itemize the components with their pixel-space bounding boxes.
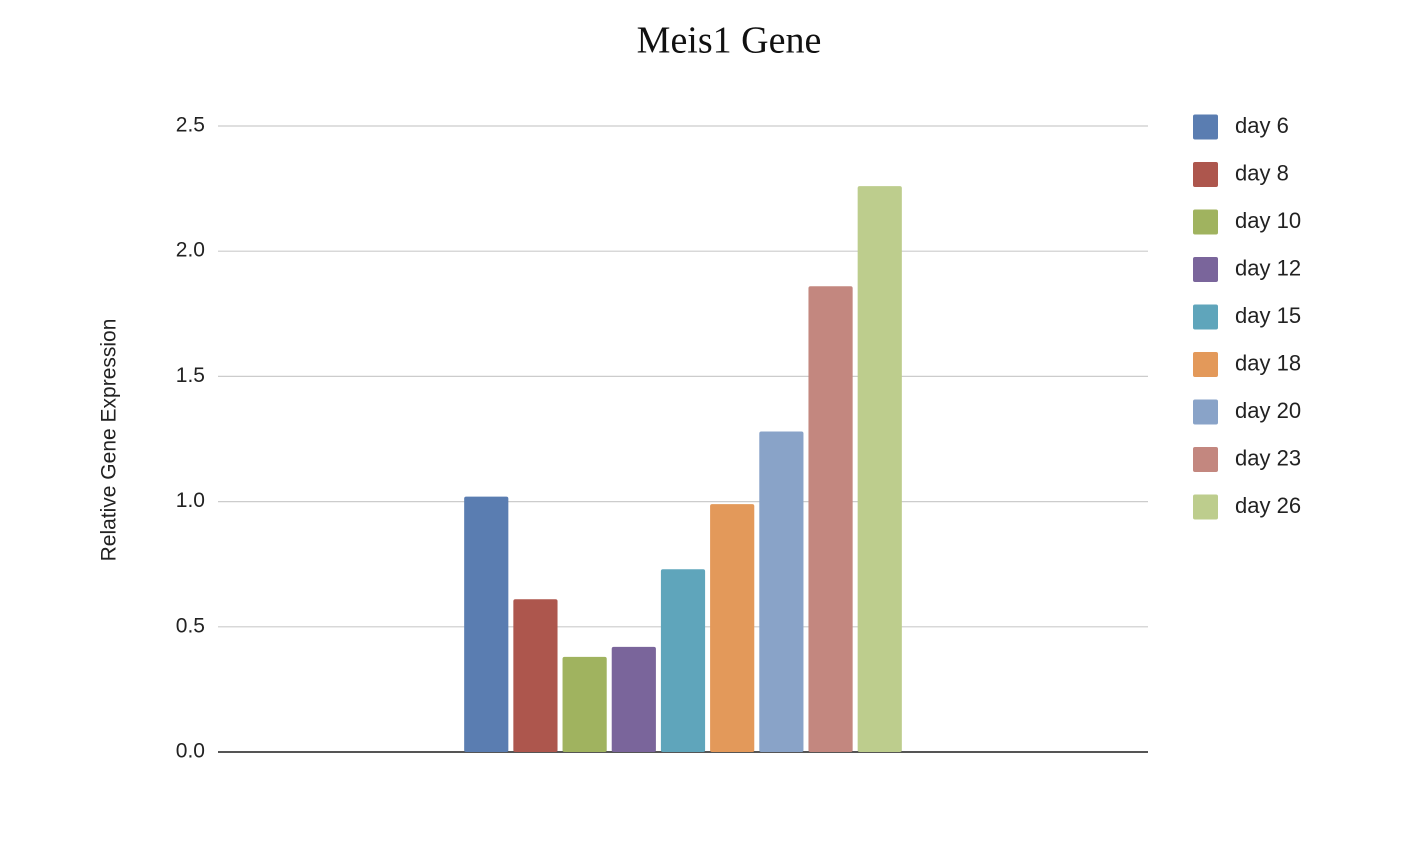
y-tick-label: 0.5 bbox=[176, 614, 205, 637]
legend-swatch bbox=[1193, 352, 1218, 377]
y-tick-label: 1.5 bbox=[176, 364, 205, 387]
legend-label: day 20 bbox=[1235, 398, 1301, 423]
y-tick-label: 1.0 bbox=[176, 489, 205, 512]
bar bbox=[759, 431, 804, 752]
y-axis-title: Relative Gene Expression bbox=[98, 319, 121, 562]
legend-swatch bbox=[1193, 162, 1218, 187]
legend-swatch bbox=[1193, 209, 1218, 235]
legend-swatch bbox=[1193, 304, 1218, 330]
bar bbox=[660, 569, 706, 752]
legend-label: day 8 bbox=[1235, 160, 1289, 185]
legend-swatch bbox=[1193, 114, 1218, 140]
y-tick-label: 0.0 bbox=[176, 740, 205, 763]
legend-swatch bbox=[1193, 494, 1218, 520]
bar bbox=[611, 646, 656, 752]
y-tick-label: 2.0 bbox=[176, 239, 205, 262]
y-tick-label: 2.5 bbox=[176, 114, 205, 137]
bar bbox=[513, 599, 558, 752]
legend-label: day 6 bbox=[1235, 113, 1289, 138]
legend-label: day 23 bbox=[1235, 445, 1301, 470]
chart-title: Meis1 Gene bbox=[637, 20, 822, 62]
legend-label: day 18 bbox=[1235, 350, 1301, 375]
bar bbox=[562, 656, 607, 752]
legend-label: day 26 bbox=[1235, 493, 1301, 518]
legend-swatch bbox=[1193, 447, 1218, 472]
bar bbox=[857, 186, 902, 752]
legend-label: day 15 bbox=[1235, 303, 1301, 328]
bar bbox=[464, 496, 509, 752]
bar bbox=[808, 286, 853, 752]
legend-swatch bbox=[1193, 257, 1218, 282]
legend-swatch bbox=[1193, 399, 1218, 425]
legend-label: day 10 bbox=[1235, 208, 1301, 233]
legend-label: day 12 bbox=[1235, 255, 1301, 280]
bar bbox=[710, 504, 755, 752]
